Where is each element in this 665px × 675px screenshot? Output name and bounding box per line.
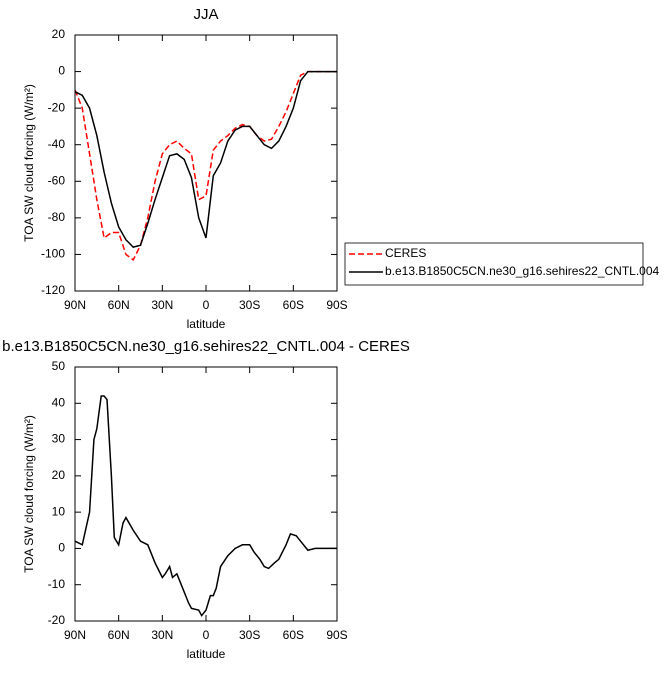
y-tick-label: -120 [41,283,65,297]
x-axis-label: latitude [187,317,226,331]
y-tick-label: 0 [58,64,65,78]
chart-title: JJA [193,6,218,23]
y-tick-label: 50 [52,359,66,373]
legend-label: b.e13.B1850C5CN.ne30_g16.sehires22_CNTL.… [385,264,660,278]
y-tick-label: 20 [52,468,66,482]
x-tick-label: 30S [239,298,260,312]
y-tick-label: -20 [48,100,66,114]
y-tick-label: -60 [48,173,66,187]
x-tick-label: 60N [108,628,130,642]
x-tick-label: 0 [203,628,210,642]
y-tick-label: -100 [41,247,65,261]
x-tick-label: 60S [283,298,304,312]
y-tick-label: 40 [52,395,66,409]
data-line [74,395,337,617]
x-tick-label: 60N [108,298,130,312]
chart-title: b.e13.B1850C5CN.ne30_g16.sehires22_CNTL.… [2,338,410,355]
plot-frame [74,366,338,622]
y-tick-label: -20 [48,613,66,627]
x-tick-label: 90N [64,628,86,642]
data-line [74,70,337,248]
legend-box [344,242,644,286]
x-axis-label: latitude [187,647,226,661]
y-axis-label: TOA SW cloud forcing (W/m²) [22,84,36,242]
legend-label: CERES [385,246,426,260]
data-line [74,70,337,262]
x-tick-label: 30N [151,298,173,312]
y-tick-label: -40 [48,137,66,151]
y-tick-label: 10 [52,504,66,518]
x-tick-label: 60S [283,628,304,642]
x-tick-label: 90S [326,628,347,642]
y-tick-label: 20 [52,27,66,41]
y-axis-label: TOA SW cloud forcing (W/m²) [22,415,36,573]
x-tick-label: 30S [239,628,260,642]
y-tick-label: 30 [52,432,66,446]
y-tick-label: -80 [48,210,66,224]
x-tick-label: 30N [151,628,173,642]
plot-frame [74,34,338,292]
y-tick-label: 0 [58,541,65,555]
x-tick-label: 0 [203,298,210,312]
y-tick-label: -10 [48,577,66,591]
x-tick-label: 90N [64,298,86,312]
x-tick-label: 90S [326,298,347,312]
